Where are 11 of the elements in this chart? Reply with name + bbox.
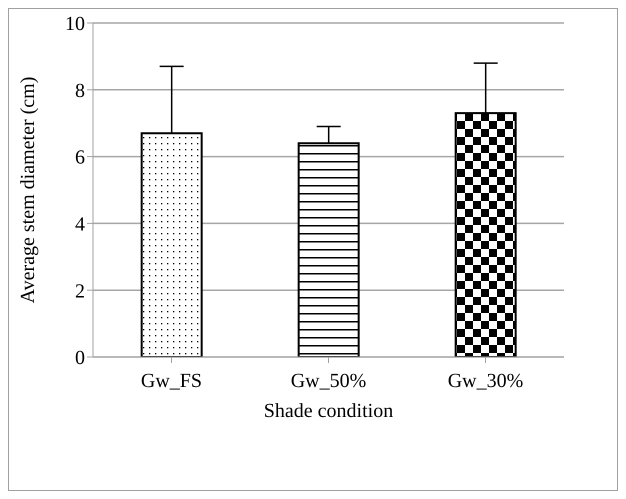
y-tick-label: 6 xyxy=(75,146,85,169)
y-axis-title: Average stem diameter (cm) xyxy=(17,76,40,304)
y-tick-label: 10 xyxy=(65,13,85,36)
y-tick-label: 8 xyxy=(75,80,85,102)
y-tick-label: 2 xyxy=(75,280,85,302)
y-tick-label: 4 xyxy=(75,214,85,236)
x-tick-label: Gw_30% xyxy=(448,370,524,392)
x-tick-label: Gw_50% xyxy=(290,370,366,392)
y-tick-label: 0 xyxy=(75,347,85,370)
x-tick-label: Gw_FS xyxy=(140,370,202,392)
x-axis-title: Shade condition xyxy=(264,400,394,422)
